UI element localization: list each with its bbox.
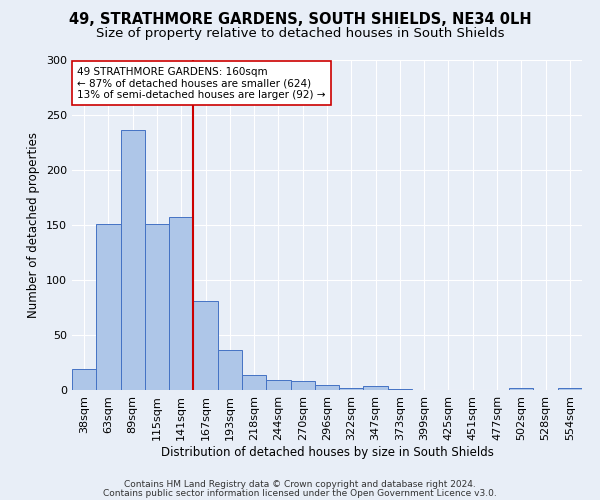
Bar — [218, 350, 242, 390]
Bar — [290, 381, 315, 390]
Bar — [509, 388, 533, 390]
Bar — [193, 301, 218, 390]
Text: Size of property relative to detached houses in South Shields: Size of property relative to detached ho… — [96, 28, 504, 40]
Bar — [121, 130, 145, 390]
Bar — [266, 380, 290, 390]
Bar — [72, 369, 96, 390]
Bar — [388, 389, 412, 390]
Bar — [145, 224, 169, 390]
Bar — [364, 386, 388, 390]
Bar — [558, 388, 582, 390]
X-axis label: Distribution of detached houses by size in South Shields: Distribution of detached houses by size … — [161, 446, 493, 458]
Bar — [339, 388, 364, 390]
Text: Contains HM Land Registry data © Crown copyright and database right 2024.: Contains HM Land Registry data © Crown c… — [124, 480, 476, 489]
Text: 49, STRATHMORE GARDENS, SOUTH SHIELDS, NE34 0LH: 49, STRATHMORE GARDENS, SOUTH SHIELDS, N… — [68, 12, 532, 28]
Text: Contains public sector information licensed under the Open Government Licence v3: Contains public sector information licen… — [103, 488, 497, 498]
Y-axis label: Number of detached properties: Number of detached properties — [28, 132, 40, 318]
Bar — [96, 224, 121, 390]
Bar — [242, 374, 266, 390]
Text: 49 STRATHMORE GARDENS: 160sqm
← 87% of detached houses are smaller (624)
13% of : 49 STRATHMORE GARDENS: 160sqm ← 87% of d… — [77, 66, 326, 100]
Bar — [169, 218, 193, 390]
Bar — [315, 384, 339, 390]
